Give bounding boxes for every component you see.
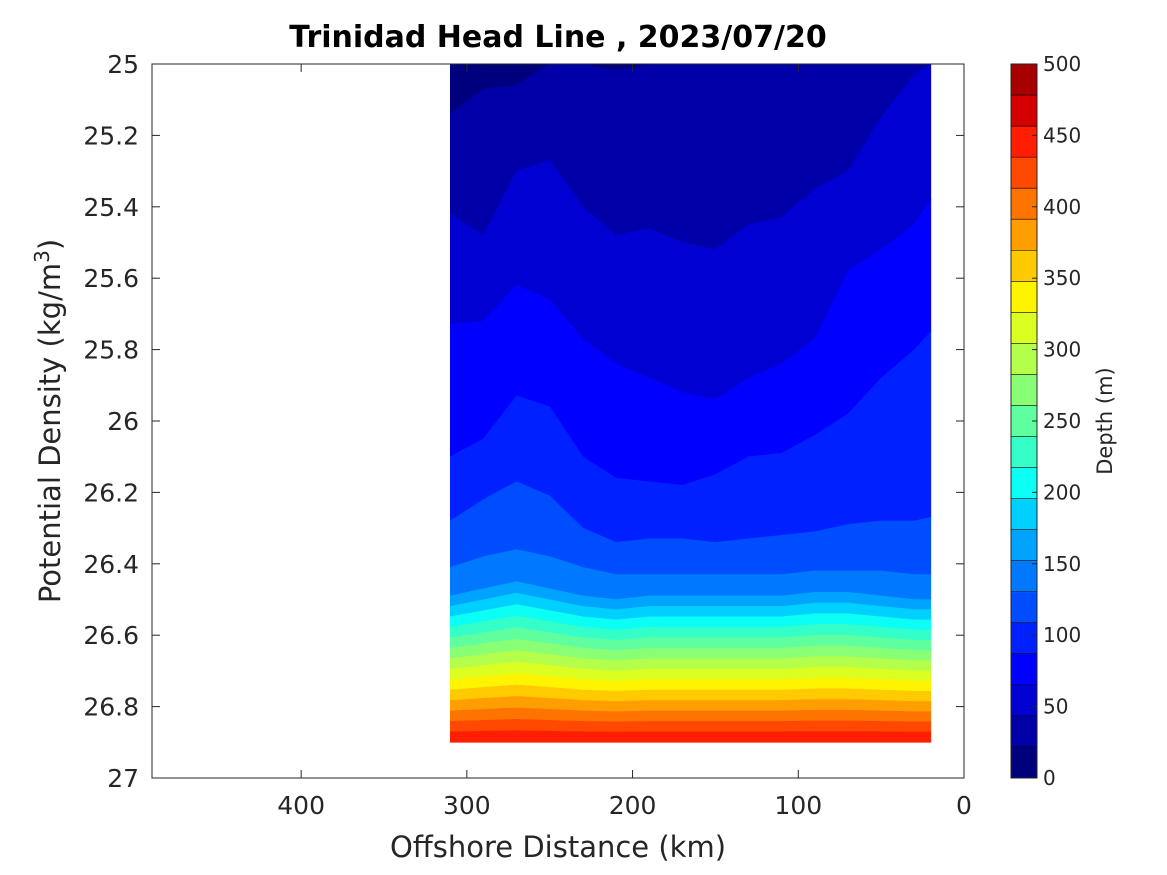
colorbar-segment xyxy=(1011,684,1037,717)
colorbar-tick-label: 100 xyxy=(1043,623,1081,647)
y-tick-label: 25 xyxy=(107,50,139,79)
x-tick-label: 0 xyxy=(956,791,972,820)
colorbar-segment xyxy=(1011,467,1037,500)
x-axis: 400 300 200 100 0 xyxy=(277,64,972,820)
x-axis-label: Offshore Distance (km) xyxy=(390,830,726,864)
y-tick-label: 26.6 xyxy=(83,621,139,650)
colorbar-segment xyxy=(1011,374,1037,406)
colorbar-segment xyxy=(1011,436,1037,469)
y-axis-label-main: Potential Density (kg/m xyxy=(33,263,67,603)
contour-fill-layer xyxy=(449,64,932,743)
colorbar-segment xyxy=(1011,250,1037,282)
y-tick-label: 25.6 xyxy=(83,264,139,293)
colorbar-label: Depth (m) xyxy=(1093,367,1117,474)
colorbar-segment xyxy=(1011,188,1037,220)
colorbar-segment xyxy=(1011,312,1037,344)
colorbar-segment xyxy=(1011,343,1037,375)
colorbar-segment xyxy=(1011,653,1037,686)
colorbar: 0 50 100 150 200 250 300 350 400 450 500 xyxy=(1010,52,1081,790)
contour-band xyxy=(449,719,932,733)
y-tick-label: 26.8 xyxy=(83,693,139,722)
x-tick-label: 400 xyxy=(277,791,325,820)
colorbar-segment xyxy=(1011,95,1037,127)
colorbar-tick-label: 300 xyxy=(1043,338,1081,362)
colorbar-segment xyxy=(1011,746,1037,779)
y-tick-label: 25.8 xyxy=(83,336,139,365)
y-tick-label: 26.2 xyxy=(83,478,139,507)
y-tick-label: 27 xyxy=(107,764,139,793)
colorbar-tick-label: 250 xyxy=(1043,409,1081,433)
x-tick-label: 200 xyxy=(609,791,657,820)
colorbar-tick-label: 450 xyxy=(1043,123,1081,147)
colorbar-tick-label: 500 xyxy=(1043,52,1081,76)
chart-title: Trinidad Head Line , 2023/07/20 xyxy=(289,20,826,55)
y-tick-label: 26.4 xyxy=(83,550,139,579)
colorbar-segment xyxy=(1011,157,1037,189)
colorbar-segment xyxy=(1011,126,1037,158)
colorbar-tick-label: 400 xyxy=(1043,195,1081,219)
colorbar-segment xyxy=(1011,715,1037,748)
y-tick-label: 25.4 xyxy=(83,193,139,222)
colorbar-tick-label: 200 xyxy=(1043,480,1081,504)
colorbar-segment xyxy=(1011,560,1037,593)
y-axis-label-superscript: 3 xyxy=(30,250,54,263)
y-axis-label: Potential Density (kg/m3) xyxy=(30,239,67,603)
colorbar-tick-label: 50 xyxy=(1043,695,1068,719)
contour-band xyxy=(449,730,932,743)
y-axis-label-close: ) xyxy=(33,239,67,250)
y-axis: 25 25.2 25.4 25.6 25.8 26 26.2 26.4 26.6 26.8 27 xyxy=(83,50,964,793)
colorbar-tick-label: 150 xyxy=(1043,552,1081,576)
colorbar-segment xyxy=(1011,498,1037,531)
colorbar-segment xyxy=(1011,529,1037,562)
y-tick-label: 25.2 xyxy=(83,121,139,150)
x-tick-label: 100 xyxy=(774,791,822,820)
colorbar-segment xyxy=(1011,591,1037,624)
colorbar-segment xyxy=(1011,64,1037,96)
colorbar-segment xyxy=(1011,622,1037,655)
colorbar-tick-label: 350 xyxy=(1043,266,1081,290)
colorbar-segment xyxy=(1011,219,1037,251)
x-tick-label: 300 xyxy=(443,791,491,820)
colorbar-tick-label: 0 xyxy=(1043,766,1056,790)
y-tick-label: 26 xyxy=(107,407,139,436)
colorbar-segment xyxy=(1011,281,1037,313)
